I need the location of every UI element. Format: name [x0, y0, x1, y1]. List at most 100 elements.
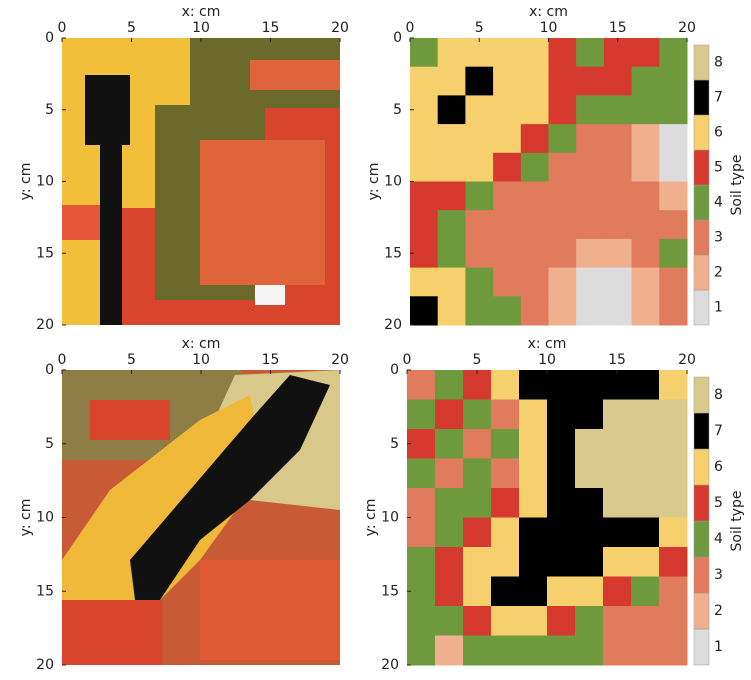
colorbar-swatch [693, 376, 710, 414]
soil-cell [603, 488, 632, 518]
soil-cell [435, 576, 464, 607]
soil-cell [435, 370, 464, 400]
soil-cell [659, 488, 688, 518]
soil-cell [465, 296, 494, 326]
soil-cell [659, 635, 688, 666]
y-tick-label: 20 [36, 317, 54, 333]
soil-cell [407, 458, 436, 489]
soil-cell [631, 181, 660, 211]
soil-cell [603, 635, 632, 666]
soil-cell [576, 296, 605, 326]
y-tick-label: 15 [36, 245, 54, 261]
soil-cell [410, 296, 439, 326]
soil-cell [493, 95, 522, 125]
soil-cell [631, 296, 660, 326]
soil-cell [603, 38, 633, 68]
soil-cell [407, 429, 436, 459]
soil-cell [575, 606, 604, 636]
soil-cell [519, 606, 548, 636]
soil-cell [631, 635, 660, 666]
colorbar-swatch [693, 520, 710, 558]
soil-cell [410, 95, 439, 125]
soil-cell [437, 296, 466, 326]
soil-cell [631, 399, 660, 430]
soil-cell [548, 66, 577, 96]
soil-cell [659, 370, 688, 400]
soil-cell [547, 576, 576, 607]
soil-cell [576, 124, 605, 154]
x-tick-label: 20 [678, 352, 696, 368]
soil-cell [631, 517, 660, 548]
soil-cell [603, 429, 632, 459]
soil-cell [493, 210, 522, 240]
soil-cell [493, 152, 522, 182]
colorbar-swatch [693, 448, 710, 486]
soil-cell [548, 152, 577, 182]
x-tick-label: 10 [540, 20, 558, 36]
colorbar-tick-label: 1 [714, 639, 723, 655]
y-tick-label: 0 [390, 362, 399, 378]
colorbar-swatch [693, 44, 710, 81]
soil-cell [548, 238, 577, 269]
y-tick-label: 20 [36, 657, 54, 673]
soil-cell [603, 66, 633, 96]
y-axis-label: y: cm [18, 499, 34, 537]
soil-cell [631, 124, 660, 154]
soil-cell [631, 606, 660, 636]
soil-cell [576, 181, 605, 211]
soil-cell [659, 517, 688, 548]
soil-cell [493, 38, 522, 68]
soil-cell [437, 124, 466, 154]
soil-cell [519, 458, 548, 489]
soil-cell [410, 124, 439, 154]
soil-cell [410, 152, 439, 182]
soil-cell [491, 429, 520, 459]
soil-cell [491, 635, 520, 666]
soil-cell [493, 267, 522, 297]
x-tick-label: 5 [475, 20, 484, 36]
y-axis-label: y: cm [363, 499, 379, 537]
x-tick-label: 0 [406, 20, 415, 36]
soil-cell [603, 399, 632, 430]
soil-cell [520, 181, 549, 211]
soil-cell [435, 635, 464, 666]
soil-cell [463, 370, 492, 400]
soil-cell [407, 517, 436, 548]
soil-cell [435, 547, 464, 577]
colorbar-tick-label: 7 [714, 90, 723, 106]
painting-photo [62, 370, 340, 665]
soil-cell [519, 488, 548, 518]
soil-cell [491, 458, 520, 489]
soil-cell [659, 66, 688, 96]
soil-cell [520, 210, 549, 240]
y-axis-label: y: cm [366, 163, 382, 201]
soil-cell [520, 152, 549, 182]
soil-cell [659, 95, 688, 125]
soil-cell [463, 517, 492, 548]
colorbar-swatch [693, 289, 710, 326]
soil-cell [520, 267, 549, 297]
soil-cell [547, 635, 576, 666]
soil-cell [603, 95, 633, 125]
soil-cell [603, 267, 633, 297]
soil-cell [547, 370, 576, 400]
colorbar-swatch [693, 628, 710, 666]
soil-cell [631, 267, 660, 297]
soil-cell [603, 517, 632, 548]
soil-cell [520, 238, 549, 269]
soil-cell [410, 210, 439, 240]
soil-cell [465, 181, 494, 211]
y-tick-label: 5 [390, 436, 399, 452]
soil-cell [410, 38, 439, 68]
soil-cell [519, 370, 548, 400]
soil-cell [548, 210, 577, 240]
colorbar-swatch [693, 79, 710, 116]
soil-cell [493, 124, 522, 154]
x-axis-label: x: cm [182, 336, 221, 352]
soil-cell [491, 370, 520, 400]
soil-cell [437, 267, 466, 297]
soil-cell [659, 38, 688, 68]
soil-cell [519, 429, 548, 459]
colorbar-swatch [693, 592, 710, 630]
soil-cell [463, 488, 492, 518]
